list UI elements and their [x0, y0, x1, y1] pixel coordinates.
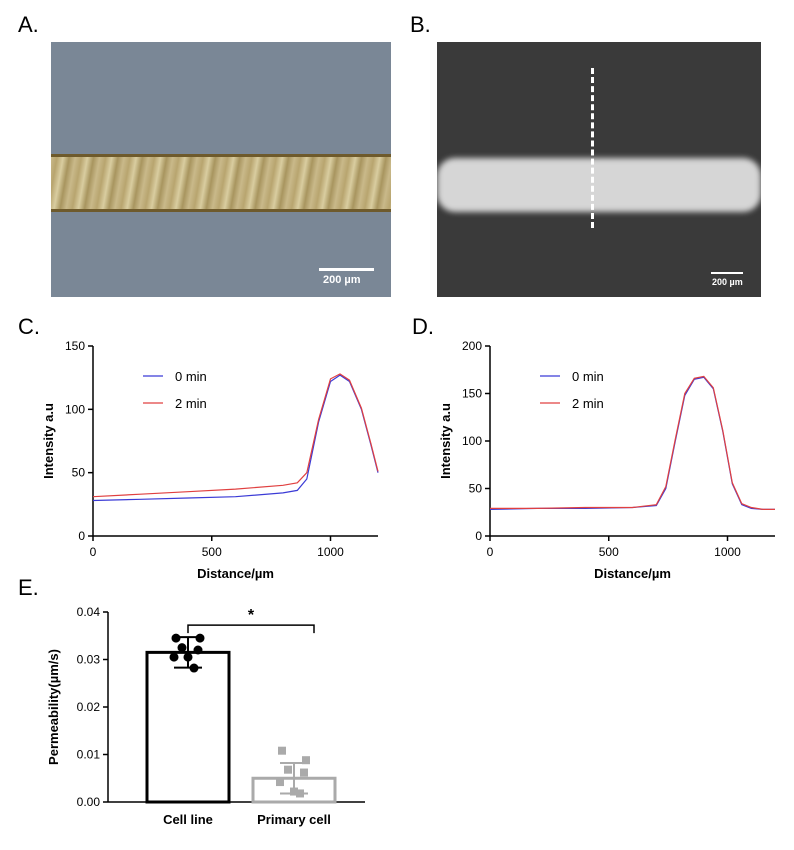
data-point [302, 756, 310, 765]
x-tick-label: 500 [599, 545, 619, 559]
series-line-0 [92, 374, 379, 502]
y-tick-label: 0 [78, 529, 85, 543]
y-tick-label: 0.03 [77, 653, 101, 667]
scale-bar-label: 200 µm [712, 277, 743, 287]
data-point [276, 778, 284, 787]
brightfield-micrograph: 200 µm [51, 42, 391, 297]
y-axis-title: Permeability(µm/s) [46, 649, 61, 765]
panel-letter-d: D. [412, 314, 434, 339]
x-tick-label: 500 [202, 545, 222, 559]
data-point [284, 765, 292, 774]
significance-marker: * [248, 607, 255, 624]
data-point [169, 652, 179, 662]
y-tick-label: 150 [65, 339, 85, 353]
y-tick-label: 0.02 [77, 700, 101, 714]
y-axis-title: Intensity a.u [438, 403, 453, 479]
y-axis-title: Intensity a.u [41, 403, 56, 479]
x-tick-label: 1000 [317, 545, 344, 559]
category-label: Cell line [163, 812, 213, 827]
y-tick-label: 100 [65, 402, 85, 416]
data-point [195, 633, 205, 643]
data-point [296, 789, 304, 798]
y-tick-label: 0.00 [77, 795, 101, 809]
data-point [183, 652, 193, 662]
panel-letter-c: C. [18, 314, 40, 339]
bar [145, 650, 231, 804]
data-point [177, 643, 187, 653]
scale-bar [319, 268, 374, 271]
data-point [290, 787, 298, 796]
x-tick-label: 1000 [714, 545, 741, 559]
fluorescent-channel [437, 158, 761, 212]
x-axis-title: Distance/µm [594, 566, 671, 581]
intensity-profile-chart-d: 0 50 100 150 200 0 500 1000 Distance/µm Intensity… [438, 339, 775, 581]
data-point [300, 768, 308, 777]
y-tick-label: 50 [469, 482, 483, 496]
y-tick-label: 50 [72, 466, 86, 480]
significance-bracket [187, 624, 315, 634]
y-tick-label: 0.04 [77, 605, 101, 619]
panel-letter-a: A. [18, 12, 39, 37]
panel-letter-b: B. [410, 12, 431, 37]
panel-letter-e: E. [18, 575, 39, 600]
fluorescence-micrograph: 200 µm [437, 42, 761, 297]
intensity-profile-chart-c: 0 50 100 150 0 500 1000 Distance/µm Intensity a.… [41, 339, 379, 581]
vessel-channel [51, 154, 391, 212]
x-axis-title: Distance/µm [197, 566, 274, 581]
data-point [193, 645, 203, 655]
permeability-bar-chart: 0.00 0.01 0.02 0.03 0.04 Permeability(µm/s) Ce… [46, 605, 365, 827]
x-tick-label: 0 [487, 545, 494, 559]
series-line-1 [490, 375, 775, 510]
profile-line [591, 68, 594, 228]
y-tick-label: 200 [462, 339, 482, 353]
scale-bar-label: 200 µm [323, 274, 361, 286]
y-tick-label: 0 [475, 529, 482, 543]
data-point [278, 746, 286, 755]
data-point [189, 663, 199, 673]
x-tick-label: 0 [90, 545, 97, 559]
legend-label: 0 min [572, 369, 604, 384]
series-line-1 [92, 373, 379, 498]
legend-label: 2 min [175, 396, 207, 411]
y-tick-label: 150 [462, 387, 482, 401]
scale-bar [711, 272, 743, 274]
y-tick-label: 0.01 [77, 748, 101, 762]
legend-label: 0 min [175, 369, 207, 384]
category-label: Primary cell [257, 812, 331, 827]
legend-label: 2 min [572, 396, 604, 411]
series-line-0 [489, 376, 775, 510]
data-point [171, 633, 181, 643]
y-tick-label: 100 [462, 434, 482, 448]
